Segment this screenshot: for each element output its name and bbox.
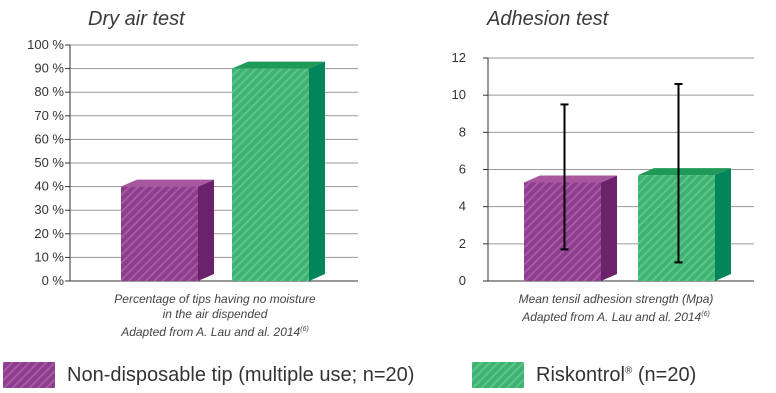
chart1-ytick-label: 50 %: [34, 155, 64, 170]
legend-swatch-purple: [3, 362, 55, 388]
chart1-bar-purple: [121, 187, 198, 281]
chart-2-caption-line-2: Adapted from A. Lau and al. 2014(6): [476, 307, 756, 325]
legend-label-riskontrol-name: Riskontrol: [536, 364, 625, 386]
chart-1-caption-line-1: Percentage of tips having no moisture: [80, 292, 350, 307]
chart-1-caption-ref: (6): [300, 326, 309, 333]
chart1-ytick-label: 70 %: [34, 108, 64, 123]
chart-1-caption-line-3: Adapted from A. Lau and al. 2014(6): [80, 322, 350, 340]
chart2-bar-green-top: [638, 168, 731, 175]
chart2-ytick-label: 6: [459, 162, 466, 177]
chart1-bar-green: [232, 69, 309, 281]
chart-2-caption-source: Adapted from A. Lau and al. 2014: [522, 310, 701, 324]
chart2-bar-purple: [524, 183, 601, 281]
chart2-ytick-label: 0: [459, 273, 466, 288]
chart2-bar-purple-top: [524, 176, 617, 183]
chart-2-title: Adhesion test: [487, 8, 608, 31]
chart1-ytick-label: 80 %: [34, 84, 64, 99]
chart2-bar-green-side: [715, 168, 731, 281]
chart1-bar-purple-top: [121, 180, 214, 187]
legend-label-riskontrol-n: (n=20): [638, 364, 696, 386]
chart-2-caption: Mean tensil adhesion strength (Mpa) Adap…: [476, 292, 756, 325]
chart1-ytick-label: 100 %: [27, 37, 64, 52]
chart2-ytick-label: 8: [459, 124, 466, 139]
legend-label-riskontrol-mark: ®: [625, 365, 632, 376]
chart1-bar-purple-side: [198, 180, 214, 281]
chart1-bar-green-side: [309, 62, 325, 281]
chart1-ytick-label: 0 %: [42, 273, 65, 288]
chart1-bar-green-top: [232, 62, 325, 69]
chart-1-caption: Percentage of tips having no moisture in…: [80, 292, 350, 340]
chart2-ytick-label: 12: [452, 50, 466, 65]
chart-2-caption-line-1: Mean tensil adhesion strength (Mpa): [476, 292, 756, 307]
chart-2-caption-ref: (6): [701, 311, 710, 318]
chart2-ytick-label: 2: [459, 236, 466, 251]
chart-2-adhesion-test: 0 2 4 6 8 10 12: [396, 35, 776, 335]
chart-1-caption-line-2: in the air dispended: [80, 307, 350, 322]
chart1-ytick-label: 30 %: [34, 202, 64, 217]
legend-label-riskontrol: Riskontrol® (n=20): [536, 364, 696, 387]
chart1-ytick-label: 40 %: [34, 179, 64, 194]
chart2-ytick-label: 10: [452, 87, 466, 102]
legend-label-non-disposable: Non-disposable tip (multiple use; n=20): [67, 364, 414, 387]
chart1-ytick-label: 20 %: [34, 226, 64, 241]
chart1-ytick-label: 90 %: [34, 61, 64, 76]
chart2-ytick-label: 4: [459, 199, 466, 214]
chart-1-title: Dry air test: [88, 8, 185, 31]
chart1-ytick-label: 10 %: [34, 249, 64, 264]
chart2-bar-purple-side: [601, 176, 617, 281]
legend-swatch-green: [472, 362, 524, 388]
legend-item-riskontrol: Riskontrol® (n=20): [472, 362, 696, 388]
chart2-bar-green: [638, 175, 715, 281]
chart-1-caption-source: Adapted from A. Lau and al. 2014: [121, 325, 300, 339]
legend-item-non-disposable: Non-disposable tip (multiple use; n=20): [3, 362, 414, 388]
chart1-ytick-label: 60 %: [34, 131, 64, 146]
chart-1-dry-air-test: 0 % 10 % 20 % 30 % 40 % 50 % 60 % 70 % 80 % 90 % 1…: [0, 35, 380, 335]
